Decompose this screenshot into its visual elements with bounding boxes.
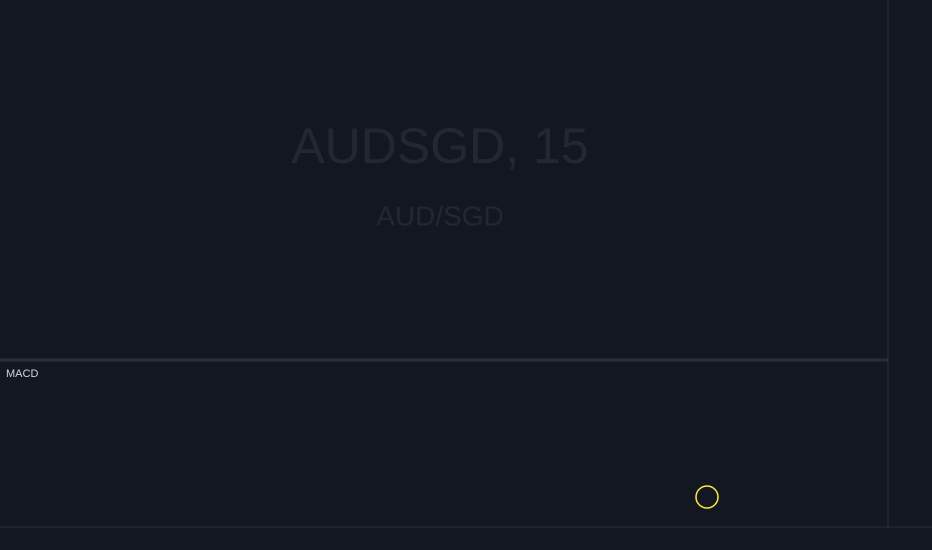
watermark: AUDSGD, 15 <box>291 118 588 174</box>
watermark-sub: AUD/SGD <box>376 200 504 231</box>
annotation-circle <box>695 485 719 509</box>
indicator-label[interactable]: MACD <box>6 368 38 380</box>
